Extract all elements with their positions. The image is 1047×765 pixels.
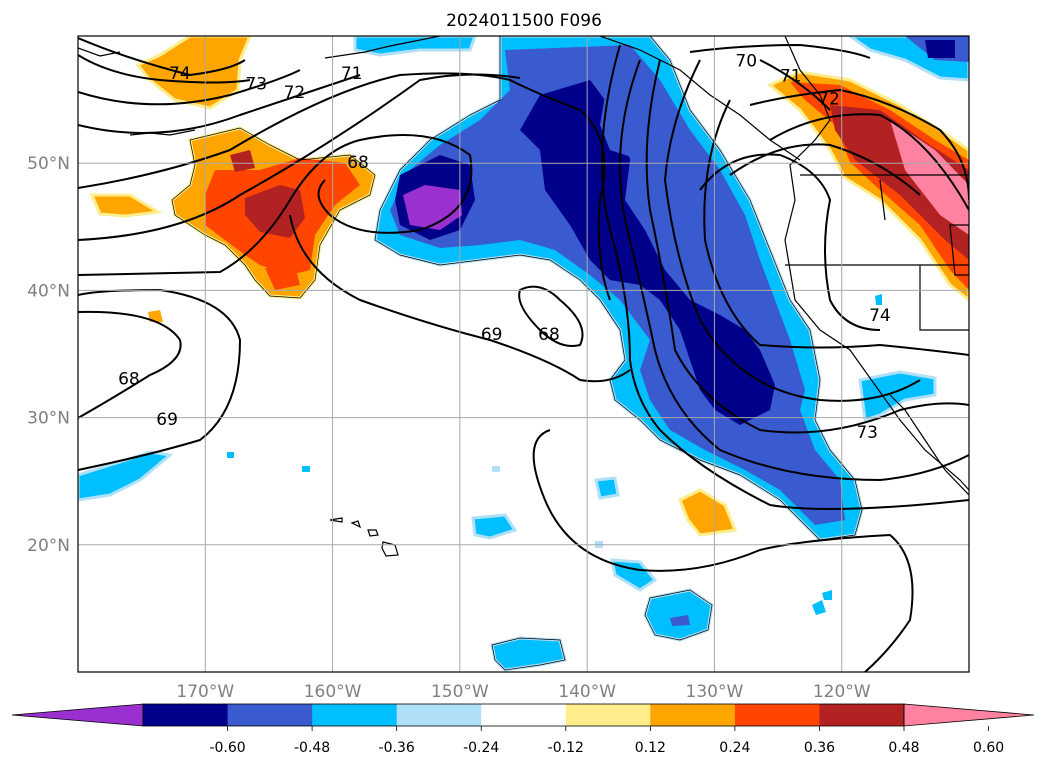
map-frame [77,35,970,673]
colorbar-tick-label: -0.24 [463,740,499,756]
contour-label: 74 [169,64,191,84]
coastlines [78,36,969,557]
contour-label: 73 [245,74,267,94]
positive-anomaly-fill [89,36,969,537]
colorbar-segment [396,704,482,726]
colorbar-segment [481,704,567,726]
contour-label: 73 [856,423,878,443]
colorbar-tick-label: 0.48 [888,740,919,756]
contour-label: 71 [780,67,802,87]
colorbar-tick-label: -0.36 [379,740,415,756]
colorbar-segment [143,704,229,726]
gridlines [78,36,969,672]
contour-label: 68 [538,325,560,345]
contour-label: 72 [818,90,840,110]
colorbar-frame [142,703,905,727]
negative-anomaly-fill [78,36,969,672]
lat-tick-label: 20°N [27,536,70,556]
map-area [78,36,969,672]
colorbar-extend-max [903,703,1035,727]
lon-tick-label: 120°W [813,682,871,702]
colorbar-segment [565,704,651,726]
lat-tick-label: 30°N [27,409,70,429]
colorbar-extend-min [11,703,144,727]
contour-label: 70 [735,51,757,71]
lon-tick-label: 150°W [431,682,489,702]
longitude-tick-labels: 170°W 160°W 150°W 140°W 130°W 120°W [176,682,870,702]
contour-label: 68 [118,369,140,389]
colorbar-tick-label: -0.48 [294,740,330,756]
lon-tick-label: 130°W [686,682,744,702]
lat-tick-label: 50°N [27,154,70,174]
colorbar-segment [819,704,905,726]
colorbar-tick-label: 0.12 [635,740,666,756]
colorbar-tick-label: -0.12 [548,740,584,756]
colorbar-segment [312,704,398,726]
contour-label: 74 [869,306,891,326]
contour-label: 69 [481,325,503,345]
colorbar: -0.60 -0.48 -0.36 -0.24 -0.12 0.12 0.24 0.36 0.4… [11,703,1035,756]
colorbar-tick-label: -0.60 [209,740,245,756]
colorbar-segment [227,704,313,726]
lon-tick-label: 170°W [176,682,234,702]
map-title: 2024011500 F096 [446,11,602,31]
colorbar-tick-label: 0.60 [973,740,1004,756]
colorbar-tick-label: 0.36 [804,740,835,756]
anomaly-edge-lines [171,36,863,671]
lon-tick-label: 140°W [558,682,616,702]
height-contours [78,37,969,672]
latitude-tick-labels: 50°N 40°N 30°N 20°N [27,154,70,556]
lat-tick-label: 40°N [27,281,70,301]
contour-labels: 74 73 72 71 68 69 68 70 71 72 74 73 68 69 [118,51,891,443]
colorbar-segment [734,704,820,726]
contour-label: 69 [156,410,178,430]
colorbar-tick-label: 0.24 [719,740,750,756]
contour-label: 72 [284,83,306,103]
colorbar-segment [650,704,736,726]
lon-tick-label: 160°W [304,682,362,702]
contour-label: 68 [347,153,369,173]
contour-label: 71 [341,64,363,84]
